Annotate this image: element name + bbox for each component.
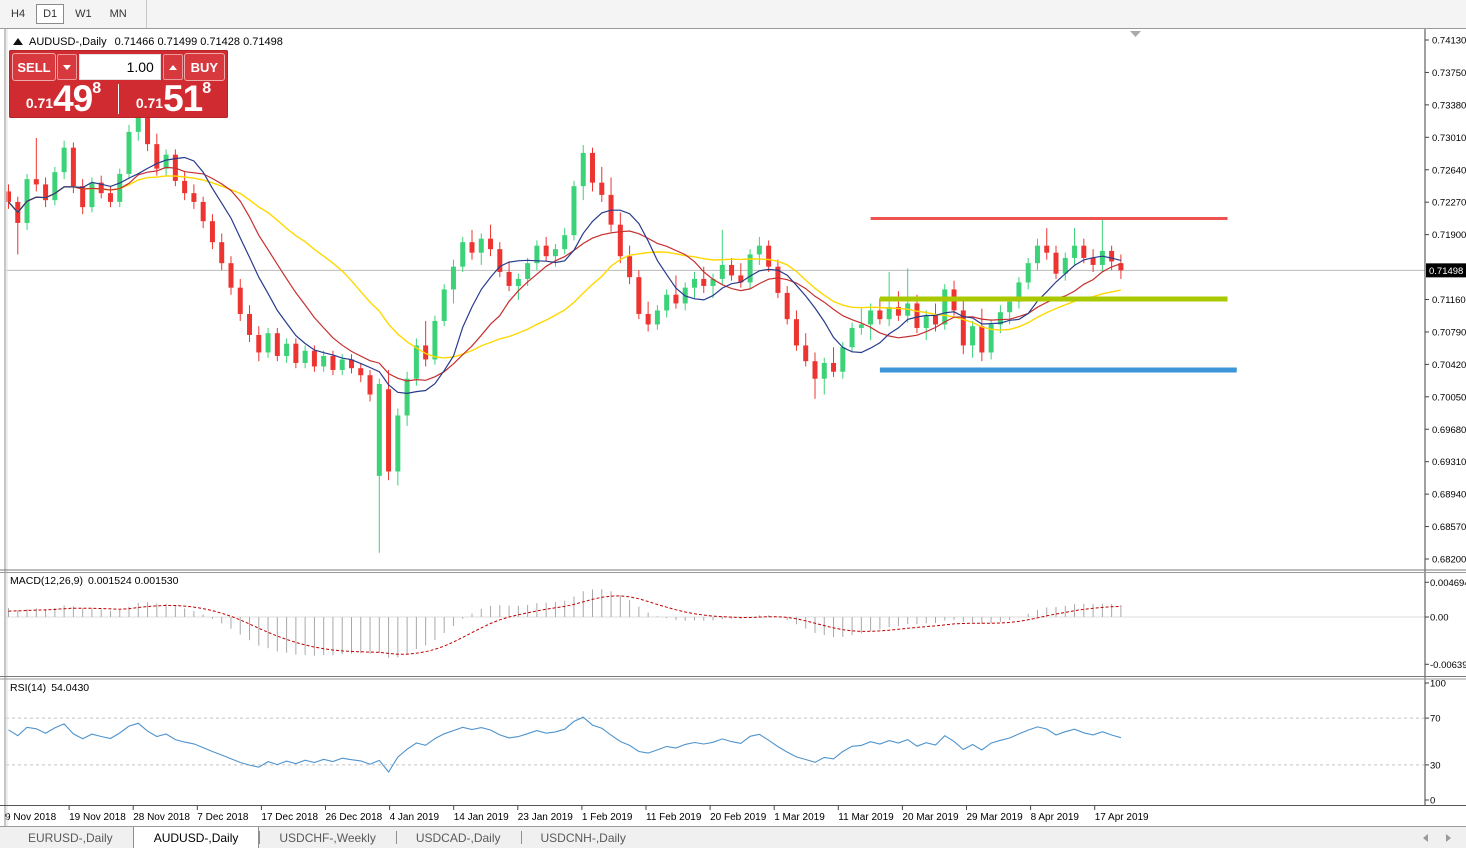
buy-price-big: 51 bbox=[163, 78, 203, 119]
buy-button[interactable]: BUY bbox=[183, 53, 225, 81]
svg-text:19 Nov 2018: 19 Nov 2018 bbox=[69, 812, 126, 823]
chart-tab-usdcnh[interactable]: USDCNH-,Daily bbox=[520, 827, 646, 848]
svg-text:0: 0 bbox=[1430, 796, 1435, 807]
svg-text:0.004694: 0.004694 bbox=[1430, 578, 1466, 589]
buy-price-sup: 8 bbox=[202, 80, 212, 97]
svg-text:0.73750: 0.73750 bbox=[1432, 68, 1466, 79]
svg-text:4 Jan 2019: 4 Jan 2019 bbox=[390, 812, 440, 823]
svg-text:26 Dec 2018: 26 Dec 2018 bbox=[326, 812, 383, 823]
chevron-down-icon bbox=[62, 64, 71, 70]
svg-text:0.70790: 0.70790 bbox=[1432, 327, 1466, 338]
volume-input[interactable] bbox=[78, 54, 161, 80]
tf-tab-mn[interactable]: MN bbox=[109, 8, 127, 20]
macd-name: MACD(12,26,9) bbox=[10, 575, 83, 587]
svg-text:11 Mar 2019: 11 Mar 2019 bbox=[838, 812, 894, 823]
svg-text:0.68200: 0.68200 bbox=[1432, 555, 1466, 566]
timeframe-toolbar: H4 D1 W1 MN bbox=[0, 0, 1466, 29]
svg-text:0.71160: 0.71160 bbox=[1432, 295, 1466, 306]
svg-text:28 Nov 2018: 28 Nov 2018 bbox=[133, 812, 190, 823]
chart-tab-strip: EURUSD-,Daily AUDUSD-,Daily USDCHF-,Week… bbox=[0, 826, 1466, 848]
sell-price[interactable]: 0.71 49 8 bbox=[9, 78, 118, 119]
volume-increase-button[interactable] bbox=[162, 54, 183, 80]
svg-text:0.68940: 0.68940 bbox=[1432, 490, 1466, 501]
svg-text:0.70420: 0.70420 bbox=[1432, 360, 1466, 371]
volume-decrease-button[interactable] bbox=[56, 54, 77, 80]
svg-text:8 Apr 2019: 8 Apr 2019 bbox=[1031, 812, 1080, 823]
svg-text:0.74130: 0.74130 bbox=[1432, 36, 1466, 47]
svg-text:0.73380: 0.73380 bbox=[1432, 100, 1466, 111]
svg-text:0.73010: 0.73010 bbox=[1432, 133, 1466, 144]
svg-text:0.71498: 0.71498 bbox=[1429, 266, 1463, 277]
buy-price[interactable]: 0.71 51 8 bbox=[119, 78, 228, 119]
tab-scroll-right-icon[interactable] bbox=[1446, 833, 1451, 842]
tf-tab-d1[interactable]: D1 bbox=[36, 4, 65, 24]
sell-price-prefix: 0.71 bbox=[25, 95, 54, 111]
chart-tab-eurusd[interactable]: EURUSD-,Daily bbox=[28, 830, 113, 845]
symbol-marker-icon bbox=[13, 38, 23, 45]
rsi-name: RSI(14) bbox=[10, 682, 47, 694]
svg-text:0.69680: 0.69680 bbox=[1432, 425, 1466, 436]
sell-price-sup: 8 bbox=[92, 80, 102, 97]
macd-values: 0.001524 0.001530 bbox=[87, 575, 179, 587]
svg-text:0.72270: 0.72270 bbox=[1432, 198, 1466, 209]
chevron-up-icon bbox=[168, 64, 177, 70]
svg-text:1 Feb 2019: 1 Feb 2019 bbox=[582, 812, 633, 823]
symbol-period-label: AUDUSD-,Daily bbox=[29, 36, 107, 48]
svg-text:30: 30 bbox=[1430, 760, 1441, 771]
toolbar-separator bbox=[145, 0, 147, 28]
svg-text:29 Mar 2019: 29 Mar 2019 bbox=[967, 812, 1024, 823]
svg-text:7 Dec 2018: 7 Dec 2018 bbox=[197, 812, 249, 823]
rsi-indicator-label: RSI(14) 54.0430 bbox=[10, 682, 89, 694]
chart-title: AUDUSD-,Daily 0.71466 0.71499 0.71428 0.7… bbox=[13, 36, 283, 48]
ohlc-quote: 0.71466 0.71499 0.71428 0.71498 bbox=[114, 36, 283, 48]
svg-text:20 Feb 2019: 20 Feb 2019 bbox=[710, 812, 767, 823]
svg-text:11 Feb 2019: 11 Feb 2019 bbox=[646, 812, 702, 823]
chart-tab-usdchf[interactable]: USDCHF-,Weekly bbox=[259, 827, 395, 848]
sell-button[interactable]: SELL bbox=[12, 53, 56, 81]
svg-text:100: 100 bbox=[1430, 679, 1446, 690]
svg-text:17 Apr 2019: 17 Apr 2019 bbox=[1095, 812, 1149, 823]
svg-text:70: 70 bbox=[1430, 714, 1441, 725]
svg-text:-0.00639: -0.00639 bbox=[1430, 660, 1466, 671]
buy-price-prefix: 0.71 bbox=[135, 95, 164, 111]
svg-text:1 Mar 2019: 1 Mar 2019 bbox=[774, 812, 825, 823]
macd-indicator-label: MACD(12,26,9) 0.001524 0.001530 bbox=[10, 575, 178, 587]
sell-price-big: 49 bbox=[53, 78, 93, 119]
svg-text:23 Jan 2019: 23 Jan 2019 bbox=[518, 812, 573, 823]
svg-text:0.69310: 0.69310 bbox=[1432, 457, 1466, 468]
svg-text:0.70050: 0.70050 bbox=[1432, 392, 1466, 403]
svg-text:0.72640: 0.72640 bbox=[1432, 165, 1466, 176]
chart-tab-usdcad[interactable]: USDCAD-,Daily bbox=[395, 827, 521, 848]
chart-tab-audusd[interactable]: AUDUSD-,Daily bbox=[132, 827, 260, 848]
rsi-value: 54.0430 bbox=[51, 682, 90, 694]
tab-scroll-left-icon[interactable] bbox=[1423, 833, 1428, 842]
tf-tab-w1[interactable]: W1 bbox=[75, 8, 92, 20]
svg-text:20 Mar 2019: 20 Mar 2019 bbox=[902, 812, 959, 823]
svg-text:9 Nov 2018: 9 Nov 2018 bbox=[5, 812, 57, 823]
svg-text:0.71900: 0.71900 bbox=[1432, 230, 1466, 241]
tf-tab-h4[interactable]: H4 bbox=[11, 8, 26, 20]
svg-text:0.68570: 0.68570 bbox=[1432, 522, 1466, 533]
svg-text:0.00: 0.00 bbox=[1430, 613, 1449, 624]
svg-text:17 Dec 2018: 17 Dec 2018 bbox=[261, 812, 318, 823]
price-divider bbox=[118, 84, 119, 114]
svg-text:14 Jan 2019: 14 Jan 2019 bbox=[454, 812, 509, 823]
